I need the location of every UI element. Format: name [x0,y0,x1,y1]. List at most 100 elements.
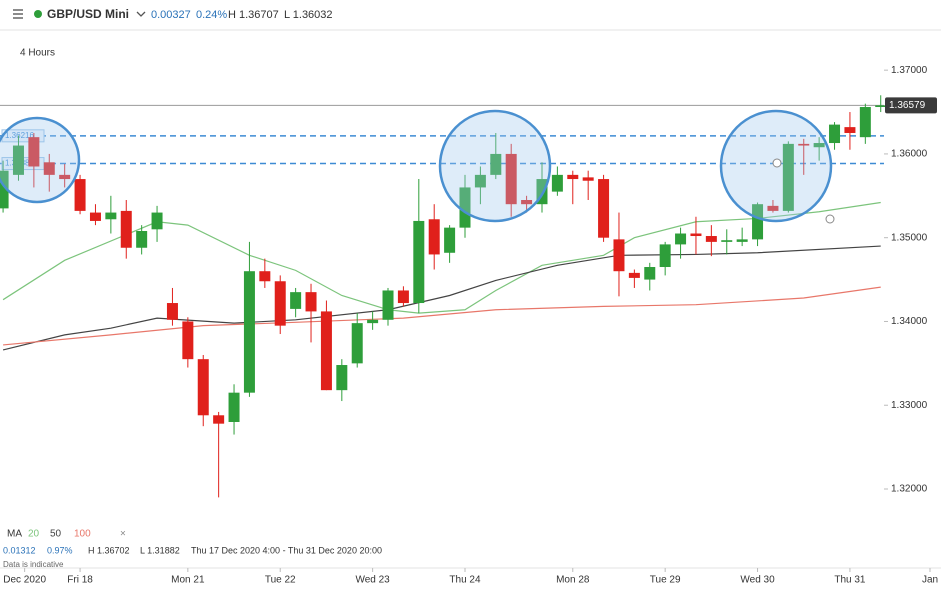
candle-body [151,212,163,230]
candle-body [829,124,841,144]
candle-body [844,127,856,133]
candle-body [351,323,363,364]
timeframe: 4 Hours [20,48,55,59]
x-tick-label: Tue 22 [265,575,296,586]
candle-body [598,179,610,238]
candle-body [74,179,86,211]
candle-body [43,162,55,175]
candle-body [336,365,348,391]
range-change: 0.01312 [3,545,36,555]
drawing-handle [825,214,835,224]
candle-body [274,281,286,326]
candle-body [397,290,409,304]
candle-body [459,187,471,228]
session-high: H 1.36707 [228,9,279,21]
change-pct: 0.24% [196,9,227,21]
highlight-circle [438,109,552,223]
level-label: 1.36216 [5,131,34,140]
range-high: H 1.36702 [88,545,130,555]
candle-body [675,233,687,245]
candle-body [428,219,440,255]
candle-body [659,244,671,268]
x-tick-label: Tue 29 [650,575,681,586]
x-tick-label: Thu 24 [449,575,481,586]
candle-body [782,143,794,211]
candle-body [644,267,656,280]
y-tick-label: 1.32000 [891,484,928,495]
x-tick-label: Mon 28 [556,575,590,586]
candle-body [89,212,101,221]
x-tick-label: Wed 23 [355,575,390,586]
legend-entry: 100 [74,529,91,540]
remove-ma[interactable]: × [120,529,126,540]
session-low: L 1.36032 [284,9,333,21]
y-tick-label: 1.36000 [891,149,928,160]
y-tick-label: 1.34000 [891,316,928,327]
last-price-tag [885,97,937,114]
candle-body [228,392,240,422]
candle-body [105,212,117,220]
x-tick-label: Mon 21 [171,575,205,586]
candle-body [0,170,9,209]
candle-body [12,145,24,175]
candle-body [290,292,302,309]
candle-body [505,153,517,205]
x-tick-label: Fri 18 [67,575,93,586]
candle-body [136,230,148,248]
candle-body [875,105,887,108]
candle-body [213,415,225,424]
candle-body [413,220,425,304]
legend-entry: 20 [28,529,40,540]
candle-body [721,240,733,242]
candle-body [474,174,486,188]
candle-body [705,236,717,242]
y-tick-label: 1.37000 [891,65,928,76]
candle-body [305,292,317,312]
drawing-handle [772,158,782,168]
x-tick-label: Jan [922,575,938,586]
candle-body [613,239,625,272]
candle-body [243,271,255,393]
x-tick-label: Wed 30 [740,575,775,586]
menu-icon[interactable] [13,9,23,19]
range-change-pct: 0.97% [47,545,73,555]
dropdown-chevron[interactable] [136,11,146,17]
y-tick-label: 1.35000 [891,232,928,243]
instrument-name[interactable]: GBP/USD Mini [47,7,129,21]
ma-label: MA [7,529,22,540]
data-note: Data is indicative [3,560,64,569]
range-dates: Thu 17 Dec 2020 4:00 - Thu 31 Dec 2020 2… [191,545,382,555]
candle-body [536,179,548,205]
x-tick-label: Thu 31 [834,575,866,586]
candle-body [28,137,40,167]
candle-body [567,174,579,180]
candle-body [767,205,779,211]
candle-body [444,227,456,253]
status-dot [34,10,42,18]
change: 0.00327 [151,9,191,21]
candle-body [320,311,332,391]
candle-body [259,271,271,282]
candle-body [382,290,394,320]
candle-body [736,239,748,242]
candle-body [813,143,825,148]
candle-body [628,272,640,278]
candle-body [59,174,71,180]
candle-body [752,204,764,240]
moving-average [3,286,881,346]
candle-body [859,107,871,138]
candle-body [166,303,178,320]
candle-body [551,174,563,192]
moving-average [2,201,881,314]
candle-body [367,319,379,324]
range-low: L 1.31882 [140,545,180,555]
candle-body [798,143,810,146]
candle-body [521,200,533,205]
legend-entry: 50 [50,529,62,540]
x-tick-label: Dec 2020 [3,575,46,586]
candle-body [490,153,502,175]
highlight-circle [0,116,81,204]
candle-body [690,233,702,237]
